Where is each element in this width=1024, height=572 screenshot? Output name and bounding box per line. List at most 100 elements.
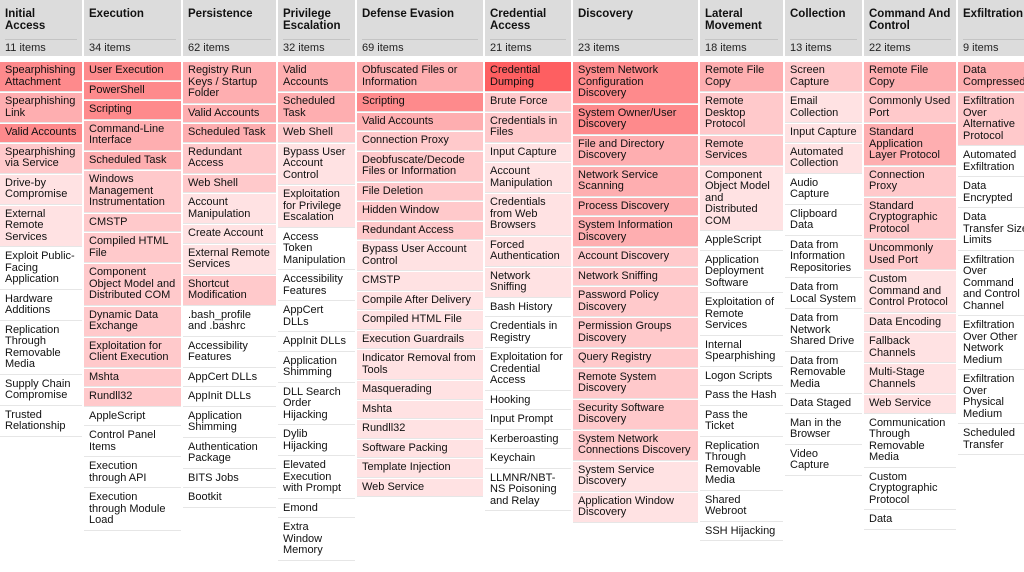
technique-cell[interactable]: Exploitation for Credential Access xyxy=(485,349,571,391)
technique-cell[interactable]: Valid Accounts xyxy=(183,104,276,123)
technique-cell[interactable]: Dynamic Data Exchange xyxy=(84,306,181,337)
tactic-header[interactable]: Defense Evasion 69 items xyxy=(357,0,483,56)
technique-cell[interactable]: CMSTP xyxy=(357,272,483,291)
technique-cell[interactable]: Extra Window Memory xyxy=(278,519,355,561)
technique-cell[interactable]: Redundant Access xyxy=(183,143,276,174)
technique-cell[interactable]: Command-Line Interface xyxy=(84,120,181,151)
technique-cell[interactable]: Credentials from Web Browsers xyxy=(485,194,571,236)
technique-cell[interactable]: Pass the Ticket xyxy=(700,406,783,437)
technique-cell[interactable]: Video Capture xyxy=(785,445,862,476)
technique-cell[interactable]: Compile After Delivery xyxy=(357,291,483,310)
tactic-header[interactable]: Initial Access 11 items xyxy=(0,0,82,56)
tactic-header[interactable]: Collection 13 items xyxy=(785,0,862,56)
technique-cell[interactable]: Exfiltration Over Command and Control Ch… xyxy=(958,251,1024,316)
technique-cell[interactable]: Authentication Package xyxy=(183,438,276,469)
technique-cell[interactable]: Spearphishing Attachment xyxy=(0,62,82,92)
technique-cell[interactable]: AppInit DLLs xyxy=(278,333,355,352)
technique-cell[interactable]: Hooking xyxy=(485,391,571,410)
technique-cell[interactable]: Exploitation of Remote Services xyxy=(700,294,783,336)
technique-cell[interactable]: Data from Removable Media xyxy=(785,352,862,394)
technique-cell[interactable]: Scheduled Task xyxy=(84,151,181,170)
technique-cell[interactable]: Mshta xyxy=(84,368,181,387)
technique-cell[interactable]: Connection Proxy xyxy=(864,166,956,197)
technique-cell[interactable]: Uncommonly Used Port xyxy=(864,240,956,270)
technique-cell[interactable]: Access Token Manipulation xyxy=(278,228,355,270)
technique-cell[interactable]: Template Injection xyxy=(357,459,483,478)
technique-cell[interactable]: Spearphishing via Service xyxy=(0,143,82,174)
technique-cell[interactable]: Obfuscated Files or Information xyxy=(357,62,483,92)
technique-cell[interactable]: Credentials in Files xyxy=(485,112,571,143)
technique-cell[interactable]: Bypass User Account Control xyxy=(278,143,355,185)
technique-cell[interactable]: Pass the Hash xyxy=(700,387,783,406)
technique-cell[interactable]: Keychain xyxy=(485,450,571,469)
technique-cell[interactable]: Network Sniffing xyxy=(573,267,698,286)
technique-cell[interactable]: Software Packing xyxy=(357,439,483,458)
technique-cell[interactable]: Scheduled Transfer xyxy=(958,425,1024,455)
technique-cell[interactable]: Data Encoding xyxy=(864,313,956,332)
technique-cell[interactable]: Redundant Access xyxy=(357,221,483,240)
technique-cell[interactable]: Scripting xyxy=(84,101,181,120)
technique-cell[interactable]: Compiled HTML File xyxy=(357,311,483,330)
tactic-header[interactable]: Persistence 62 items xyxy=(183,0,276,56)
technique-cell[interactable]: Application Window Discovery xyxy=(573,492,698,523)
technique-cell[interactable]: LLMNR/NBT-NS Poisoning and Relay xyxy=(485,469,571,511)
technique-cell[interactable]: User Execution xyxy=(84,62,181,81)
technique-cell[interactable]: PowerShell xyxy=(84,81,181,100)
technique-cell[interactable]: Standard Cryptographic Protocol xyxy=(864,197,956,239)
technique-cell[interactable]: Bypass User Account Control xyxy=(357,241,483,271)
technique-cell[interactable]: Execution through Module Load xyxy=(84,489,181,531)
technique-cell[interactable]: Deobfuscate/Decode Files or Information xyxy=(357,151,483,182)
technique-cell[interactable]: Logon Scripts xyxy=(700,367,783,386)
technique-cell[interactable]: Component Object Model and Distributed C… xyxy=(700,166,783,231)
technique-cell[interactable]: Bootkit xyxy=(183,489,276,508)
technique-cell[interactable]: AppCert DLLs xyxy=(183,368,276,387)
technique-cell[interactable]: DLL Search Order Hijacking xyxy=(278,383,355,425)
technique-cell[interactable]: Exfiltration Over Alternative Protocol xyxy=(958,93,1024,146)
technique-cell[interactable]: Control Panel Items xyxy=(84,427,181,457)
technique-cell[interactable]: Remote Services xyxy=(700,135,783,166)
tactic-header[interactable]: Discovery 23 items xyxy=(573,0,698,56)
technique-cell[interactable]: Elevated Execution with Prompt xyxy=(278,457,355,499)
technique-cell[interactable]: Data xyxy=(864,511,956,530)
technique-cell[interactable]: Hardware Additions xyxy=(0,290,82,321)
technique-cell[interactable]: Account Manipulation xyxy=(485,163,571,193)
technique-cell[interactable]: Shortcut Modification xyxy=(183,275,276,306)
technique-cell[interactable]: Rundll32 xyxy=(357,420,483,439)
technique-cell[interactable]: Scheduled Task xyxy=(183,124,276,143)
technique-cell[interactable]: AppInit DLLs xyxy=(183,388,276,407)
technique-cell[interactable]: System Information Discovery xyxy=(573,217,698,247)
tactic-header[interactable]: Lateral Movement 18 items xyxy=(700,0,783,56)
technique-cell[interactable]: Shared Webroot xyxy=(700,491,783,522)
technique-cell[interactable]: Exploitation for Privilege Escalation xyxy=(278,186,355,228)
technique-cell[interactable]: Commonly Used Port xyxy=(864,93,956,123)
technique-cell[interactable]: Standard Application Layer Protocol xyxy=(864,124,956,166)
technique-cell[interactable]: File Deletion xyxy=(357,182,483,201)
technique-cell[interactable]: Trusted Relationship xyxy=(0,406,82,437)
technique-cell[interactable]: Data Compressed xyxy=(958,62,1024,92)
technique-cell[interactable]: File and Directory Discovery xyxy=(573,135,698,166)
technique-cell[interactable]: Bash History xyxy=(485,298,571,317)
technique-cell[interactable]: System Service Discovery xyxy=(573,461,698,492)
technique-cell[interactable]: Remote File Copy xyxy=(864,62,956,92)
technique-cell[interactable]: Remote File Copy xyxy=(700,62,783,92)
tactic-header[interactable]: Credential Access 21 items xyxy=(485,0,571,56)
technique-cell[interactable]: Registry Run Keys / Startup Folder xyxy=(183,62,276,104)
technique-cell[interactable]: BITS Jobs xyxy=(183,469,276,488)
technique-cell[interactable]: Brute Force xyxy=(485,93,571,112)
technique-cell[interactable]: Clipboard Data xyxy=(785,205,862,236)
technique-cell[interactable]: Execution through API xyxy=(84,458,181,488)
technique-cell[interactable]: Scheduled Task xyxy=(278,93,355,123)
technique-cell[interactable]: CMSTP xyxy=(84,213,181,232)
tactic-header[interactable]: Command And Control 22 items xyxy=(864,0,956,56)
technique-cell[interactable]: Replication Through Removable Media xyxy=(700,437,783,491)
technique-cell[interactable]: Credentials in Registry xyxy=(485,318,571,348)
technique-cell[interactable]: Audio Capture xyxy=(785,174,862,205)
technique-cell[interactable]: Rundll32 xyxy=(84,388,181,407)
technique-cell[interactable]: System Network Connections Discovery xyxy=(573,430,698,461)
technique-cell[interactable]: Mshta xyxy=(357,400,483,419)
technique-cell[interactable]: Remote Desktop Protocol xyxy=(700,93,783,135)
technique-cell[interactable]: Fallback Channels xyxy=(864,333,956,363)
technique-cell[interactable]: Hidden Window xyxy=(357,202,483,221)
technique-cell[interactable]: Credential Dumping xyxy=(485,62,571,92)
technique-cell[interactable]: External Remote Services xyxy=(183,244,276,275)
